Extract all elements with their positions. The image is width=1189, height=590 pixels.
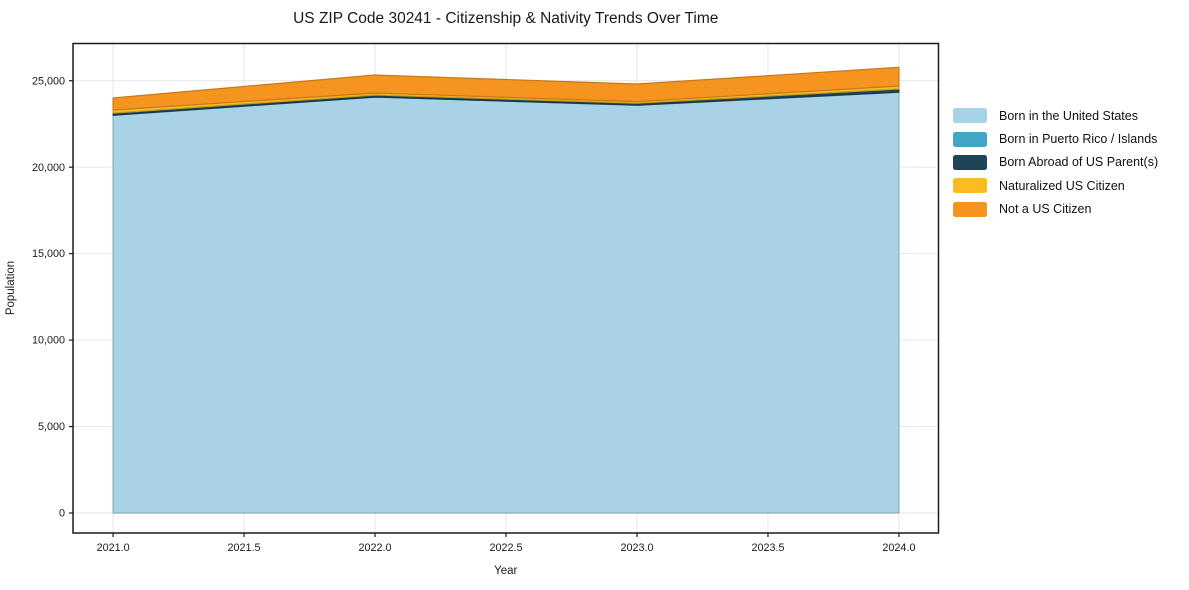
y-tick-label: 25,000 — [32, 75, 65, 87]
area-layer — [112, 66, 900, 514]
y-tick-label: 5,000 — [38, 421, 65, 433]
legend: Born in the United States Born in Puerto … — [953, 104, 1158, 221]
legend-item-label: Born in the United States — [999, 108, 1138, 123]
chart-title: US ZIP Code 30241 - Citizenship & Nativi… — [293, 10, 718, 27]
area-born-in-the-united-states — [112, 91, 900, 514]
legend-item-label: Born Abroad of US Parent(s) — [999, 155, 1159, 170]
legend-item-label: Not a US Citizen — [999, 202, 1092, 217]
legend-swatch — [953, 131, 987, 147]
x-axis-label: Year — [494, 565, 517, 577]
legend-item-born-abroad-of-us-parent-s: Born Abroad of US Parent(s) — [953, 151, 1158, 174]
legend-item-born-in-puerto-rico-islands: Born in Puerto Rico / Islands — [953, 127, 1158, 150]
legend-item-born-in-the-united-states: Born in the United States — [953, 104, 1158, 127]
y-tick-label: 10,000 — [32, 335, 65, 347]
x-tick-label: 2022.0 — [359, 542, 392, 554]
legend-swatch — [953, 201, 987, 217]
legend-swatch — [953, 154, 987, 170]
y-tick-label: 15,000 — [32, 248, 65, 260]
y-tick-label: 20,000 — [32, 162, 65, 174]
area-not-a-us-citizen — [112, 66, 900, 111]
x-tick-label: 2022.5 — [489, 542, 522, 554]
legend-swatch — [953, 178, 987, 194]
legend-item-label: Born in Puerto Rico / Islands — [999, 132, 1158, 147]
x-tick-label: 2021.5 — [228, 542, 261, 554]
legend-item-not-a-us-citizen: Not a US Citizen — [953, 198, 1158, 221]
x-tick-label: 2023.5 — [751, 542, 784, 554]
legend-item-label: Naturalized US Citizen — [999, 178, 1125, 193]
x-tick-label: 2023.0 — [620, 542, 653, 554]
y-tick-label: 0 — [59, 508, 65, 520]
x-tick-label: 2021.0 — [97, 542, 130, 554]
y-axis-label: Population — [5, 261, 17, 315]
axis-layer: 2021.0 2021.5 2022.0 2022.5 2023.0 2023.5 2024… — [32, 42, 940, 554]
x-tick-label: 2024.0 — [882, 542, 915, 554]
legend-swatch — [953, 108, 987, 124]
legend-item-naturalized-us-citizen: Naturalized US Citizen — [953, 174, 1158, 197]
